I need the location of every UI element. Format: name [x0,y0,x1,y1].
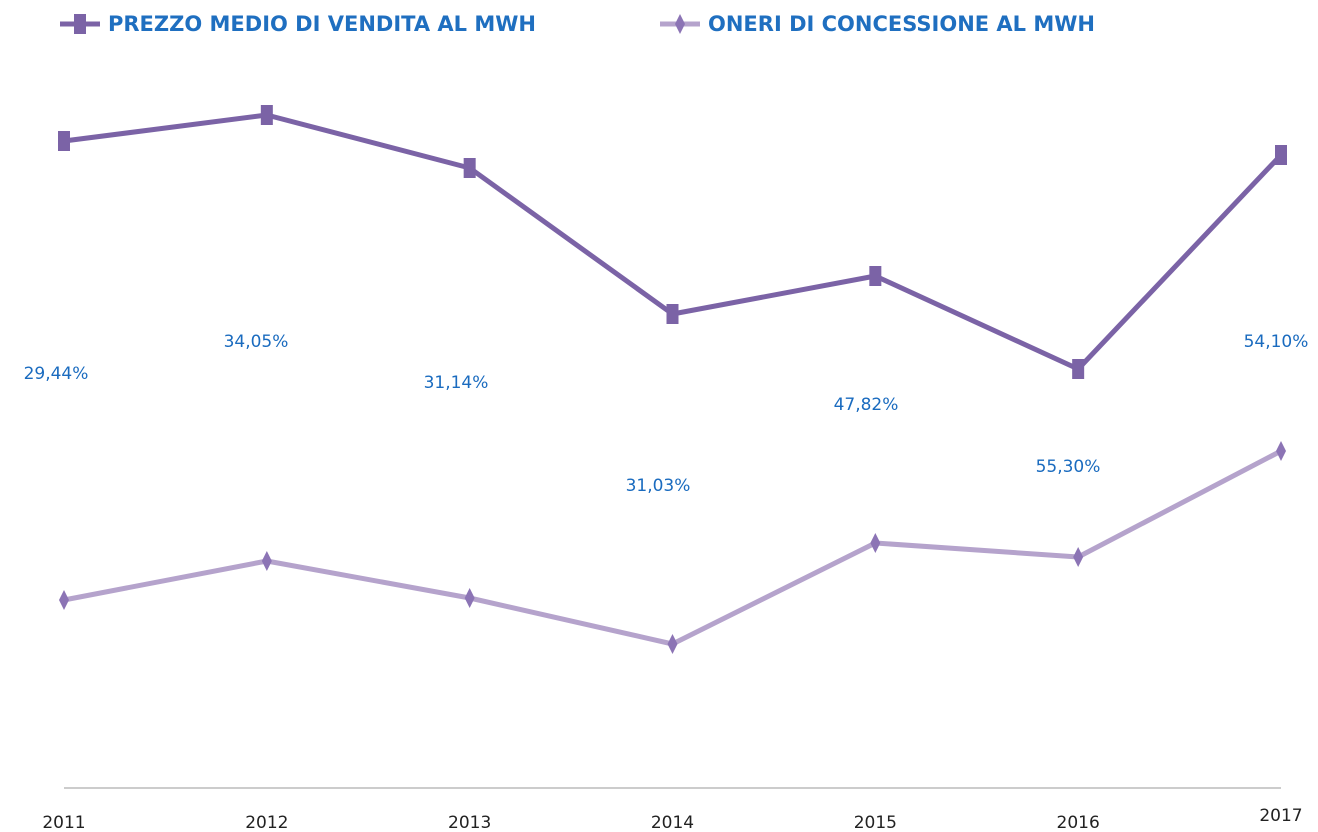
ratio-label: 47,82% [834,395,899,415]
ratio-label: 54,10% [1244,332,1309,352]
ratio-label: 34,05% [224,332,289,352]
point-marker [1276,441,1286,461]
ratio-label: 31,03% [626,476,691,496]
point-marker [463,158,476,178]
point-marker [260,105,273,125]
legend-marker [74,14,86,34]
x-tick-label: 2016 [1057,813,1100,832]
ratio-label: 31,14% [424,373,489,393]
x-tick-label: 2013 [448,813,491,832]
ratio-label: 29,44% [24,364,89,384]
point-marker [59,590,69,610]
point-marker [58,131,70,151]
point-marker [667,634,678,654]
point-marker [1073,547,1084,567]
ratio-label: 55,30% [1036,457,1101,477]
x-tick-label: 2011 [42,813,85,832]
x-tick-label: 2015 [854,813,897,832]
legend-marker [675,14,685,34]
legend-label: ONERI DI CONCESSIONE AL MWH [708,12,1095,36]
point-marker [870,533,881,553]
x-tick-label: 2012 [245,813,288,832]
x-tick-label: 2014 [651,813,694,832]
point-marker [261,551,272,571]
point-marker [464,588,475,608]
legend-label: PREZZO MEDIO DI VENDITA AL MWH [108,12,536,36]
series-line [63,112,1283,372]
point-marker [869,266,882,286]
point-marker [1072,359,1085,379]
point-marker [1275,145,1287,165]
x-tick-label: 2017 [1259,806,1302,826]
point-marker [666,304,679,324]
